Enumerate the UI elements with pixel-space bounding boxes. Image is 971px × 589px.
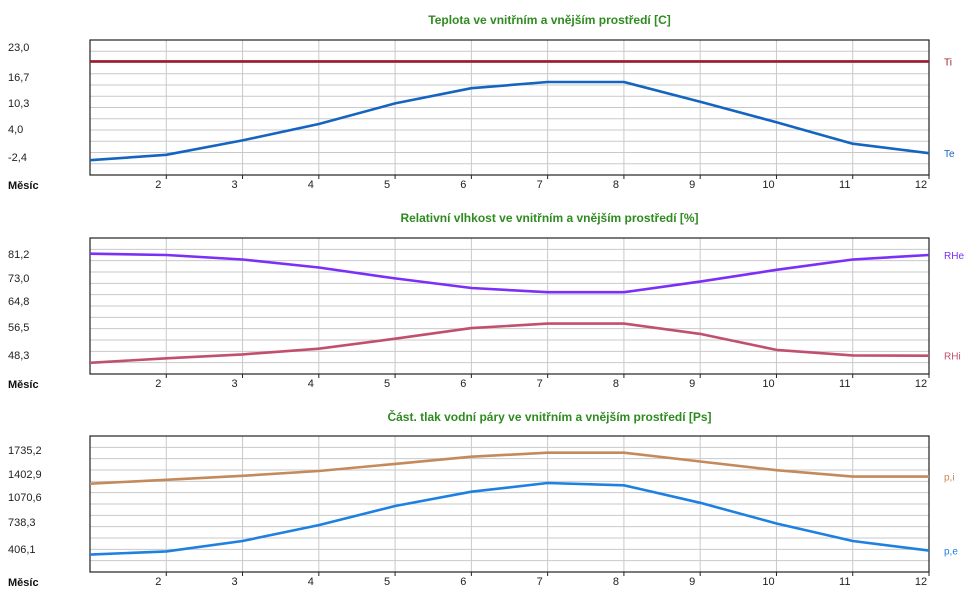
x-tick-label: 11: [839, 378, 850, 390]
series-line-rhe: [89, 252, 930, 294]
chart-panel-1: Teplota ve vnitřním a vnějším prostředí …: [8, 13, 955, 192]
x-tick-label: 7: [537, 576, 543, 588]
x-tick-label: 3: [231, 576, 237, 588]
series-label: Ti: [944, 57, 952, 68]
series-line-pi: [89, 451, 929, 485]
x-tick-label: 11: [839, 179, 850, 191]
x-tick-label: 9: [689, 179, 695, 191]
chart-title: Relativní vlhkost ve vnitřním a vnějším …: [400, 211, 698, 225]
x-axis-label: Měsíc: [8, 379, 39, 391]
x-axis-label: Měsíc: [8, 180, 39, 192]
x-tick-label: 10: [762, 576, 774, 588]
x-tick-label: 11: [839, 576, 850, 588]
x-tick-label: 6: [460, 179, 466, 191]
series-line-pe: [89, 481, 930, 556]
y-tick-label: 406,1: [8, 544, 36, 556]
y-tick-label: 81,2: [8, 249, 29, 261]
x-tick-label: 8: [613, 576, 619, 588]
y-tick-label: 48,3: [8, 350, 29, 362]
x-axis-label: Měsíc: [8, 577, 39, 589]
plot-frame: [89, 39, 930, 176]
x-tick-label: 9: [689, 378, 695, 390]
x-tick-label: 7: [537, 179, 543, 191]
y-tick-label: 56,5: [8, 322, 29, 334]
x-tick-label: 2: [155, 179, 161, 191]
x-tick-label: 12: [915, 378, 927, 390]
x-tick-label: 10: [762, 179, 774, 191]
y-tick-label: 23,0: [8, 42, 29, 54]
series-label: RHi: [944, 352, 961, 363]
y-tick-label: 1402,9: [8, 469, 42, 481]
x-tick-label: 4: [308, 179, 314, 191]
x-tick-label: 3: [231, 179, 237, 191]
x-tick-label: 12: [915, 576, 927, 588]
y-tick-label: 16,7: [8, 72, 29, 84]
y-tick-label: -2,4: [8, 152, 27, 164]
x-tick-label: 5: [384, 179, 390, 191]
x-tick-label: 6: [460, 576, 466, 588]
series-label: p,e: [944, 547, 958, 558]
series-label: RHe: [944, 251, 964, 262]
x-tick-label: 2: [155, 378, 161, 390]
series-label: Te: [944, 149, 955, 160]
plot-frame: [89, 237, 930, 375]
x-tick-label: 2: [155, 576, 161, 588]
y-tick-label: 64,8: [8, 296, 29, 308]
x-tick-label: 3: [231, 378, 237, 390]
y-tick-label: 10,3: [8, 98, 29, 110]
x-tick-label: 6: [460, 378, 466, 390]
x-tick-label: 8: [613, 179, 619, 191]
y-tick-label: 73,0: [8, 273, 29, 285]
series-line-te: [89, 80, 930, 162]
series-line-rhi: [89, 322, 930, 365]
chart-panel-3: Část. tlak vodní páry ve vnitřním a vněj…: [8, 409, 958, 589]
chart-panel-2: Relativní vlhkost ve vnitřním a vnějším …: [8, 211, 964, 391]
series-label: p,i: [944, 473, 955, 484]
plot-frame: [89, 435, 930, 573]
x-tick-label: 9: [689, 576, 695, 588]
x-tick-label: 4: [308, 576, 314, 588]
y-tick-label: 1070,6: [8, 492, 42, 504]
y-tick-label: 1735,2: [8, 445, 42, 457]
chart-title: Část. tlak vodní páry ve vnitřním a vněj…: [387, 409, 711, 424]
x-tick-label: 12: [915, 179, 927, 191]
x-tick-label: 4: [308, 378, 314, 390]
x-tick-label: 10: [762, 378, 774, 390]
x-tick-label: 8: [613, 378, 619, 390]
x-tick-label: 7: [537, 378, 543, 390]
x-tick-label: 5: [384, 576, 390, 588]
y-tick-label: 738,3: [8, 517, 36, 529]
y-tick-label: 4,0: [8, 124, 23, 136]
x-tick-label: 5: [384, 378, 390, 390]
chart-title: Teplota ve vnitřním a vnějším prostředí …: [428, 13, 671, 27]
